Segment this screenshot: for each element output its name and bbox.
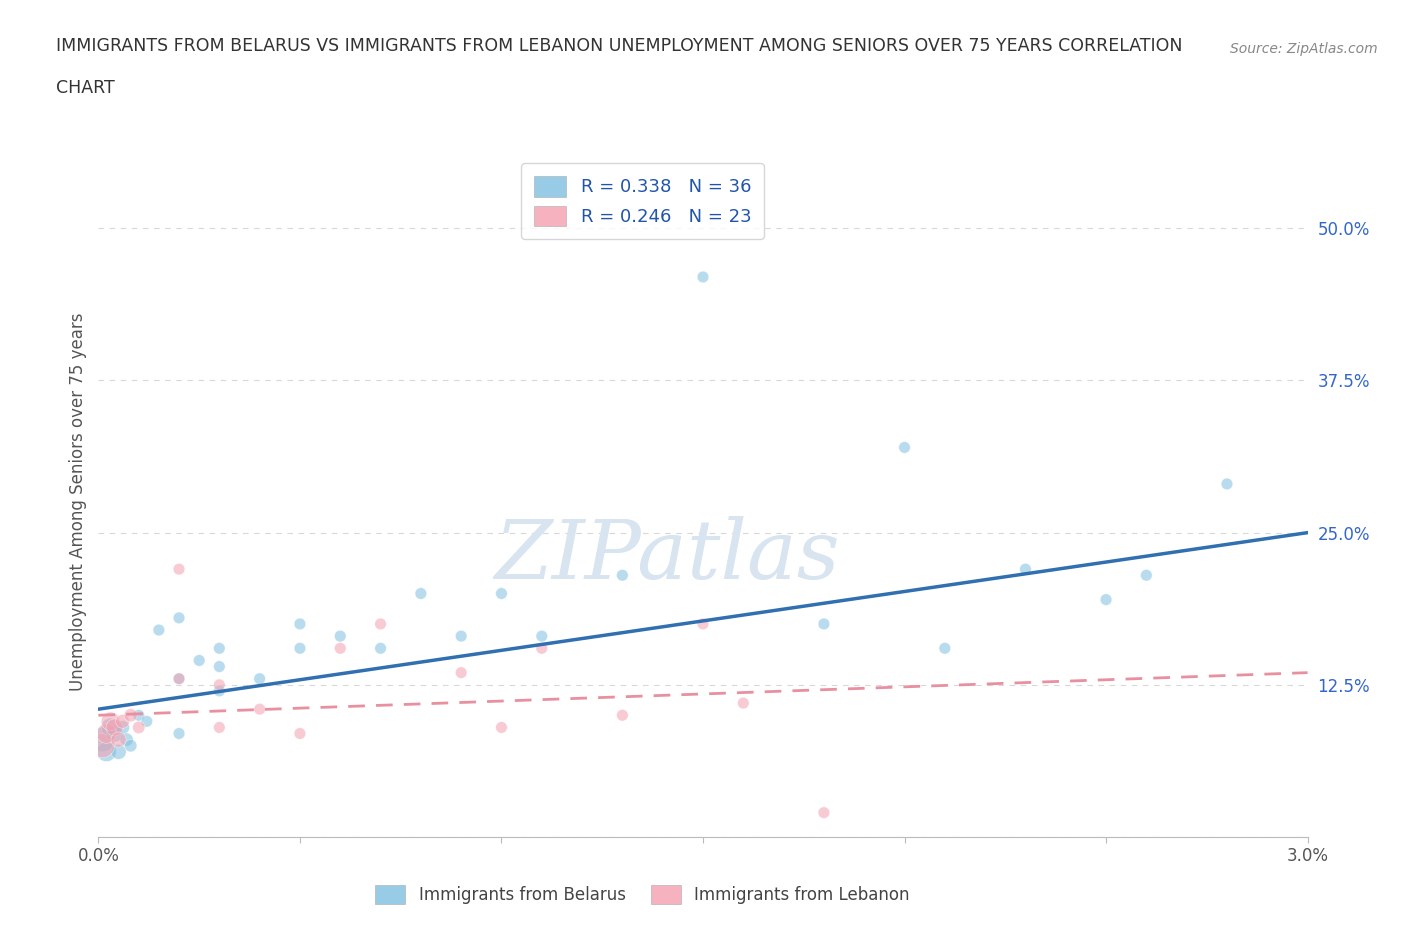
Point — [813, 805, 835, 820]
Point — [692, 270, 714, 285]
Point — [813, 617, 835, 631]
Point — [1135, 568, 1157, 583]
Point — [450, 629, 472, 644]
Point — [115, 732, 138, 747]
Point — [530, 641, 553, 656]
Point — [329, 629, 352, 644]
Point — [612, 708, 634, 723]
Point — [1014, 562, 1036, 577]
Point — [450, 665, 472, 680]
Point — [103, 720, 125, 735]
Point — [128, 720, 150, 735]
Text: IMMIGRANTS FROM BELARUS VS IMMIGRANTS FROM LEBANON UNEMPLOYMENT AMONG SENIORS OV: IMMIGRANTS FROM BELARUS VS IMMIGRANTS FR… — [56, 37, 1182, 55]
Point — [733, 696, 755, 711]
Point — [530, 629, 553, 644]
Point — [893, 440, 915, 455]
Point — [288, 641, 311, 656]
Point — [188, 653, 211, 668]
Point — [148, 622, 170, 637]
Point — [288, 617, 311, 631]
Point — [208, 720, 231, 735]
Text: CHART: CHART — [56, 79, 115, 97]
Point — [249, 702, 271, 717]
Legend: Immigrants from Belarus, Immigrants from Lebanon: Immigrants from Belarus, Immigrants from… — [364, 873, 921, 916]
Text: Source: ZipAtlas.com: Source: ZipAtlas.com — [1230, 42, 1378, 56]
Point — [249, 671, 271, 686]
Point — [409, 586, 432, 601]
Point — [128, 708, 150, 723]
Point — [1216, 476, 1239, 491]
Point — [491, 720, 513, 735]
Point — [1095, 592, 1118, 607]
Point — [491, 586, 513, 601]
Point — [370, 617, 392, 631]
Point — [208, 684, 231, 698]
Point — [612, 568, 634, 583]
Point — [96, 726, 118, 741]
Point — [167, 671, 190, 686]
Point — [208, 659, 231, 674]
Point — [167, 610, 190, 625]
Point — [370, 641, 392, 656]
Point — [91, 732, 114, 747]
Point — [934, 641, 956, 656]
Point — [167, 726, 190, 741]
Y-axis label: Unemployment Among Seniors over 75 years: Unemployment Among Seniors over 75 years — [69, 313, 87, 691]
Point — [167, 671, 190, 686]
Point — [103, 726, 125, 741]
Point — [329, 641, 352, 656]
Point — [107, 744, 129, 759]
Point — [208, 677, 231, 692]
Point — [288, 726, 311, 741]
Point — [120, 738, 142, 753]
Text: ZIPatlas: ZIPatlas — [494, 516, 839, 596]
Point — [208, 641, 231, 656]
Point — [107, 732, 129, 747]
Point — [100, 720, 122, 735]
Point — [692, 617, 714, 631]
Point — [91, 738, 114, 753]
Point — [96, 744, 118, 759]
Point — [135, 714, 157, 729]
Point — [100, 714, 122, 729]
Point — [111, 720, 134, 735]
Point — [167, 562, 190, 577]
Point — [120, 708, 142, 723]
Point — [111, 714, 134, 729]
